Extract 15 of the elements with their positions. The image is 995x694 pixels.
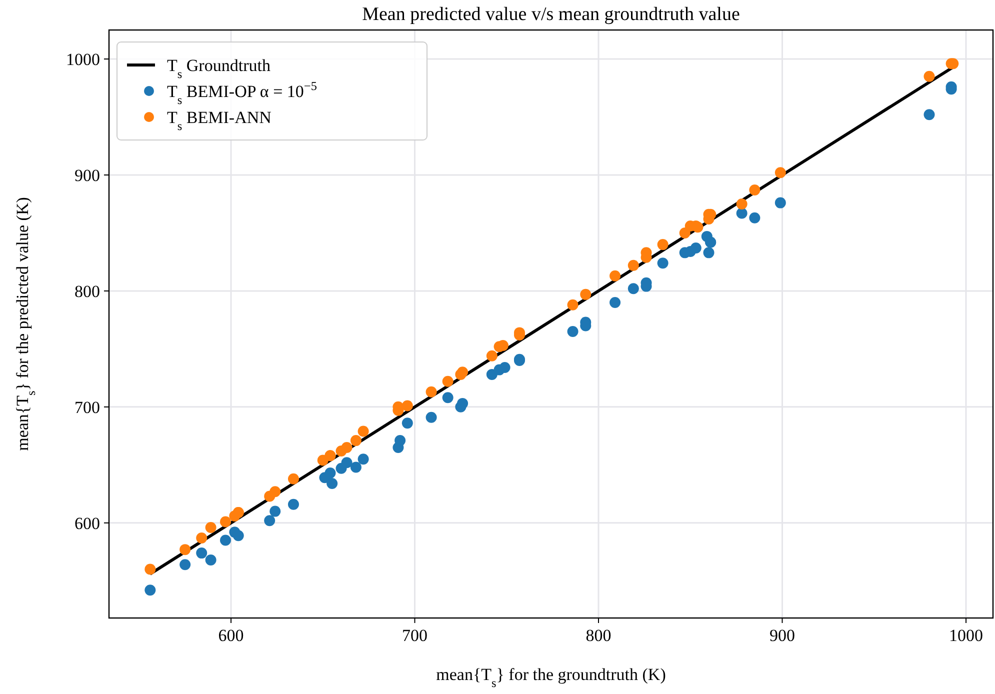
legend-label: T$_{s}$ Groundtruth	[167, 56, 271, 81]
x-axis-title: mean{T$_{s}$} for the groundtruth (K)	[436, 665, 666, 690]
y-tick-label: 700	[74, 398, 100, 417]
x-tick-label: 900	[769, 626, 795, 645]
legend-label: T$_{s}$ BEMI-OP α = 10$^{−5}$	[167, 79, 317, 107]
y-tick-label: 800	[74, 282, 100, 301]
x-tick-label: 1000	[948, 626, 983, 645]
chart-title: Mean predicted value v/s mean groundtruth value	[362, 4, 740, 25]
y-tick-label: 900	[74, 166, 100, 185]
legend-label: T$_{s}$ BEMI-ANN	[167, 108, 272, 133]
x-tick-label: 800	[586, 626, 612, 645]
y-tick-label: 1000	[66, 50, 100, 69]
x-tick-label: 600	[218, 626, 244, 645]
x-tick-label: 700	[402, 626, 428, 645]
y-tick-label: 600	[74, 514, 100, 533]
